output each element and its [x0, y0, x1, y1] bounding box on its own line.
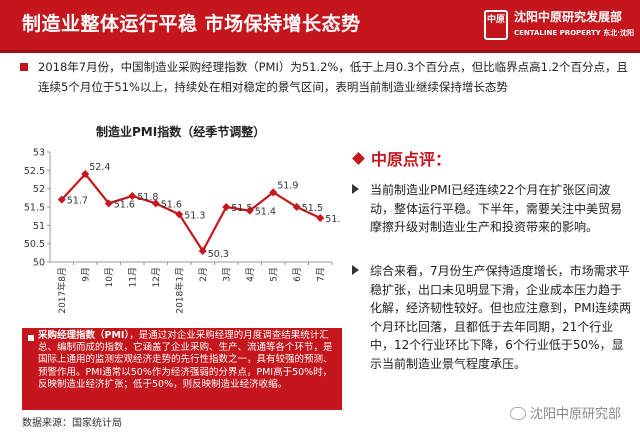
page-title: 制造业整体运行平稳 市场保持增长态势: [22, 13, 361, 35]
x-tick-label: 9月: [80, 267, 91, 282]
pmi-definition-body: ，是通过对企业采购经理的月度调查结果统计汇总、编制而成的指数，它涵盖了企业采购、…: [38, 330, 333, 390]
x-tick-label: 12月: [151, 267, 162, 287]
arrow-bullet-icon: [352, 265, 359, 275]
data-point: [245, 206, 254, 215]
pmi-line-chart: 53 52.5 52 51.5 51 50.5 50 2017年8月 9月 10月 11月 12月 20…: [24, 148, 340, 314]
note-bullet-icon: [28, 335, 34, 341]
x-tick-label: 10月: [104, 267, 115, 287]
header-bar: 制造业整体运行平稳 市场保持增长态势 中原 沈阳中原研究发展部 CENTALIN…: [0, 0, 640, 50]
y-tick-label: 51.5: [24, 203, 45, 214]
chart-title: 制造业PMI指数（经季节调整）: [96, 125, 266, 139]
brand-logo: 中原 沈阳中原研究发展部 CENTALINE PROPERTY 东北·沈阳: [484, 8, 634, 44]
x-tick-label: 11月: [127, 267, 138, 287]
wechat-icon: [510, 407, 526, 420]
data-label: 50.3: [208, 249, 229, 260]
data-label: 51.2: [325, 214, 340, 225]
pmi-definition-text: 采购经理指数（PMI），是通过对企业采购经理的月度调查结果统计汇总、编制而成的指…: [38, 330, 336, 391]
data-point: [222, 203, 231, 211]
pmi-series-line: [60, 172, 321, 253]
y-tick-label: 50.5: [24, 239, 45, 250]
data-label: 51.4: [255, 207, 276, 218]
x-tick-label: 2月: [198, 267, 209, 282]
data-label: 51.3: [184, 210, 205, 221]
data-point: [269, 188, 278, 197]
data-point: [198, 247, 207, 255]
commentary-heading-text: 中原点评：: [371, 150, 452, 169]
x-tick-label: 6月: [292, 267, 303, 282]
data-source: 数据来源：国家统计局: [22, 418, 122, 429]
x-tick-label: 4月: [245, 267, 256, 282]
data-point: [175, 210, 184, 219]
y-tick-label: 50: [33, 258, 45, 269]
data-label: 51.8: [137, 192, 158, 203]
brand-subtitle: CENTALINE PROPERTY 东北·沈阳: [514, 29, 634, 37]
x-tick-label: 5月: [268, 267, 279, 282]
data-label: 51.9: [277, 180, 298, 191]
data-point: [81, 170, 90, 178]
y-tick-label: 51: [33, 221, 45, 232]
intro-bullet-icon: [20, 63, 28, 71]
commentary-heading: 中原点评：: [352, 146, 452, 170]
diamond-icon: [352, 152, 365, 165]
brand-name: 沈阳中原研究发展部: [514, 10, 623, 24]
commentary-point-text: 综合来看，7月份生产保持适度增长，市场需求平稳扩张，出口未见明显下滑，企业成本压…: [370, 264, 632, 371]
data-point: [128, 192, 137, 200]
watermark: 沈阳中原研究部: [510, 403, 621, 422]
data-point: [292, 203, 301, 211]
brand-seal: 中原: [484, 10, 508, 40]
x-tick-label: 2017年8月: [56, 267, 68, 314]
data-label: 51.5: [231, 203, 252, 214]
data-label: 51.6: [114, 199, 135, 210]
header-divider: [0, 50, 640, 53]
x-tick-label: 7月: [315, 267, 326, 282]
pmi-definition-box: 采购经理指数（PMI），是通过对企业采购经理的月度调查结果统计汇总、编制而成的指…: [22, 328, 342, 410]
data-label: 51.5: [302, 203, 323, 214]
arrow-bullet-icon: [352, 184, 359, 194]
commentary-point-text: 当前制造业PMI已经连续22个月在扩张区间波动，整体运行平稳。下半年，需要关注中…: [370, 183, 623, 235]
y-tick-label: 52: [33, 184, 45, 195]
x-tick-label: 3月: [221, 267, 232, 282]
data-label: 52.4: [89, 162, 110, 173]
x-tick-label: 2018年1月: [173, 267, 185, 314]
pmi-term: 采购经理指数（PMI）: [38, 330, 130, 341]
data-label: 51.6: [161, 199, 182, 210]
y-tick-label: 52.5: [24, 166, 45, 177]
data-point: [316, 214, 325, 222]
watermark-text: 沈阳中原研究部: [530, 407, 622, 422]
data-label: 51.7: [67, 196, 88, 207]
y-tick-label: 53: [33, 148, 45, 159]
data-point: [57, 195, 66, 204]
intro-paragraph: 2018年7月份，中国制造业采购经理指数（PMI）为51.2%，低于上月0.3个…: [38, 60, 628, 94]
